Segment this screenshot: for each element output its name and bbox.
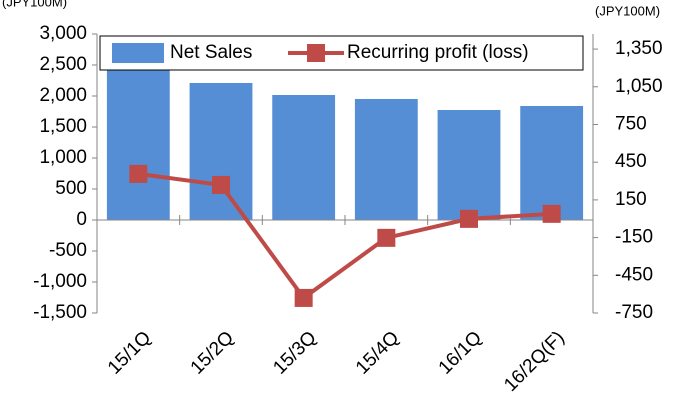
y2-unit-label: (JPY100M) [595,3,660,18]
y-tick-label: -1,000 [33,271,87,292]
y-tick-label: 3,000 [39,23,87,44]
y2-tick-label: -450 [615,264,653,285]
legend-label: Recurring profit (loss) [347,42,529,63]
y-tick-label: 2,000 [39,85,87,106]
bar [437,110,501,220]
marker [377,228,396,247]
x-tick-label: 15/3Q [269,327,320,378]
y-tick-label: 0 [76,209,87,230]
legend-label: Net Sales [170,42,252,63]
legend-marker [307,44,325,62]
y2-tick-label: 1,350 [615,38,663,59]
bar [520,105,584,220]
line [138,171,552,301]
y2-tick-label: 1,050 [615,76,663,97]
legend-swatch [112,43,164,63]
x-tick-label: 15/1Q [104,327,155,378]
x-tick-label: 16/2Q(F) [500,327,569,396]
x-tick-label: 16/1Q [435,327,486,378]
y2-tick-label: -750 [615,302,653,323]
bar [106,68,170,220]
bar [189,82,253,220]
x-tick-label: 15/4Q [352,327,403,378]
marker [294,288,313,307]
y2-tick-label: 750 [615,114,647,135]
y-unit-label: (JPY100M) [2,0,67,9]
x-tick-label: 15/2Q [187,327,238,378]
marker [129,164,148,183]
y-tick-label: 2,500 [39,54,87,75]
y-tick-label: 500 [55,178,87,199]
y-tick-label: -1,500 [33,302,87,323]
bar [272,95,336,220]
marker [542,204,561,223]
y2-tick-label: 450 [615,151,647,172]
marker [460,209,478,228]
bar [354,98,418,220]
marker [212,175,230,194]
y-tick-label: 1,500 [39,116,87,137]
y-tick-label: -500 [49,240,87,261]
y-tick-label: 1,000 [39,147,87,168]
y2-tick-label: 150 [615,189,647,210]
y2-tick-label: -150 [615,227,653,248]
